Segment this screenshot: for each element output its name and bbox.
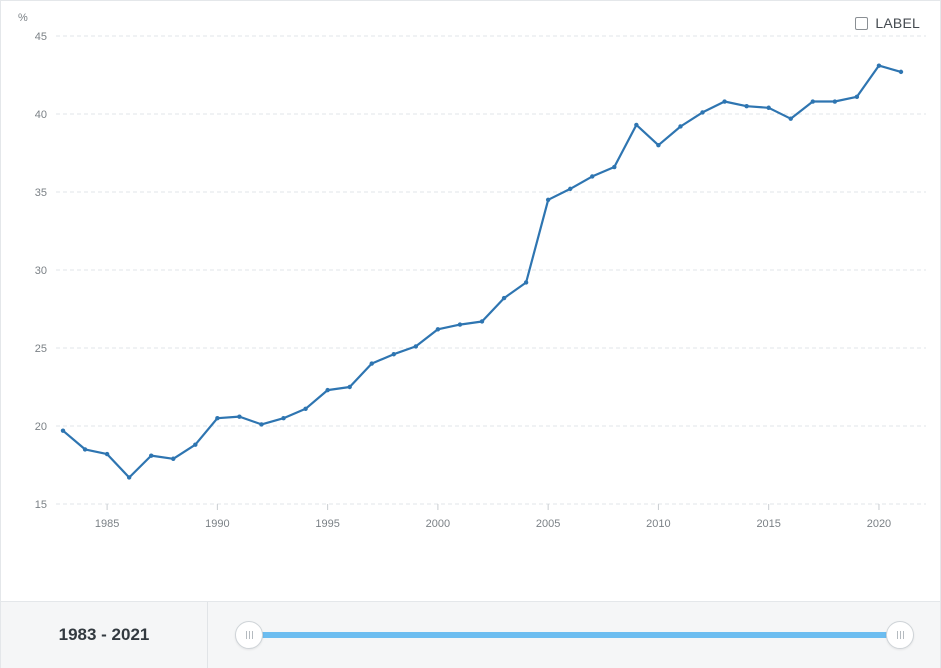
slider-end-handle[interactable] <box>886 621 914 649</box>
data-point <box>60 428 66 433</box>
data-point <box>259 422 264 427</box>
data-point <box>435 327 441 332</box>
data-point <box>898 69 904 75</box>
data-point <box>126 475 132 480</box>
data-point <box>215 416 220 421</box>
y-unit-label: % <box>18 12 28 24</box>
data-point <box>810 99 815 104</box>
data-point <box>479 319 485 324</box>
series-line <box>61 64 903 479</box>
y-tick-label: 25 <box>35 343 47 355</box>
slider-start-handle[interactable] <box>235 621 263 649</box>
data-point <box>523 280 529 285</box>
data-point <box>325 387 330 393</box>
data-point <box>347 384 352 390</box>
data-point <box>413 344 419 349</box>
data-point <box>171 456 176 461</box>
y-tick-label: 45 <box>35 31 47 43</box>
data-point <box>612 164 617 170</box>
year-range-slider[interactable] <box>209 602 940 668</box>
data-point <box>391 352 396 357</box>
data-point <box>303 406 308 412</box>
y-tick-label: 40 <box>35 109 47 121</box>
time-range-footer: 1983 - 2021 <box>1 601 940 668</box>
data-point <box>766 105 771 110</box>
data-point <box>501 295 507 301</box>
data-point <box>457 322 463 327</box>
y-tick-label: 30 <box>35 265 47 277</box>
y-tick-label: 35 <box>35 187 47 199</box>
chart-area: % 15 20 25 30 35 40 45 1985 1990 1995 2000 2005 2010 2… <box>1 1 940 601</box>
y-tick-label: 15 <box>35 499 47 511</box>
data-point <box>678 124 683 129</box>
y-tick-label: 20 <box>35 421 47 433</box>
x-tick-label: 2015 <box>756 518 780 530</box>
data-point <box>590 174 595 179</box>
x-tick-label: 2010 <box>646 518 670 530</box>
data-point <box>788 116 793 121</box>
data-point <box>722 99 727 104</box>
slider-selected-range[interactable] <box>249 632 901 638</box>
data-point <box>568 186 573 192</box>
data-point <box>281 416 286 421</box>
x-tick-label: 2005 <box>536 518 560 530</box>
data-point <box>149 453 154 458</box>
range-readout: 1983 - 2021 <box>1 602 208 668</box>
data-point <box>193 442 198 447</box>
label-toggle-text: LABEL <box>875 15 920 31</box>
x-tick-label: 1990 <box>205 518 229 530</box>
data-point <box>832 99 838 104</box>
line-chart: % 15 20 25 30 35 40 45 1985 1990 1995 2000 2005 2010 2… <box>18 12 926 530</box>
data-point <box>656 143 661 148</box>
data-point <box>369 361 374 366</box>
grip-icon <box>245 631 253 639</box>
data-point <box>634 122 639 128</box>
label-checkbox[interactable] <box>855 16 869 30</box>
x-tick-label: 2000 <box>426 518 450 530</box>
data-point <box>700 110 705 115</box>
data-point <box>104 451 110 457</box>
x-tick-label: 1985 <box>95 518 119 530</box>
data-point <box>237 414 242 419</box>
data-point <box>744 104 749 109</box>
data-point <box>876 63 882 68</box>
x-tick-label: 1995 <box>315 518 339 530</box>
grip-icon <box>896 631 904 639</box>
data-point <box>854 94 860 100</box>
data-point <box>82 447 88 452</box>
label-toggle[interactable]: LABEL <box>855 15 920 31</box>
x-tick-label: 2020 <box>867 518 891 530</box>
data-point <box>545 197 551 202</box>
